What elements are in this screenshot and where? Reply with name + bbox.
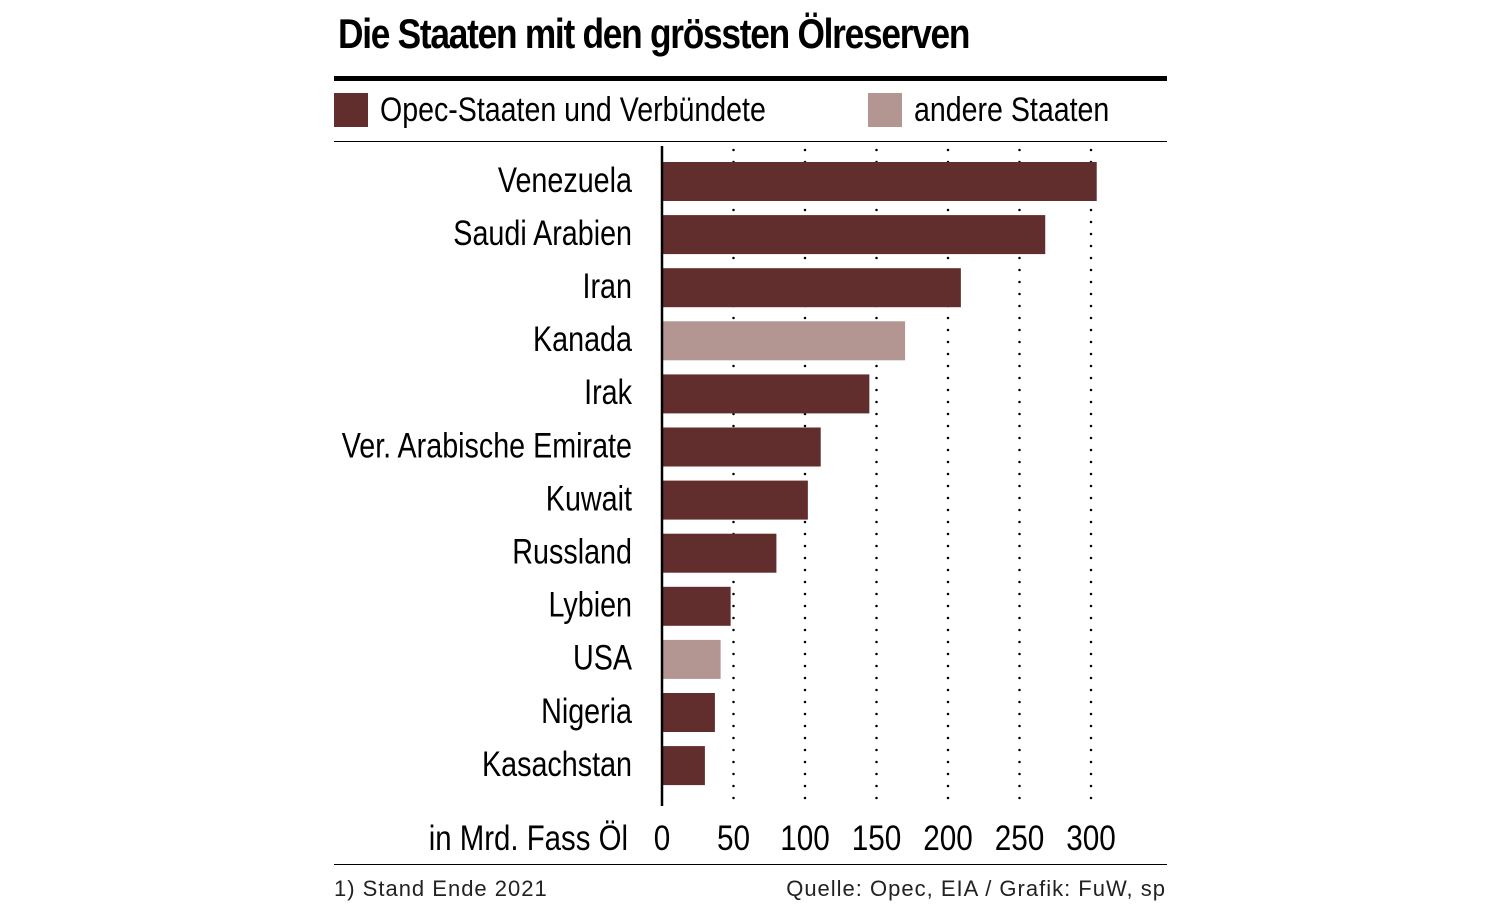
legend-item-other: andere Staaten	[868, 88, 1147, 132]
legend-swatch-other	[868, 93, 902, 127]
bar-kasachstan	[662, 746, 705, 786]
x-tick-label: 250	[995, 819, 1045, 858]
category-label: USA	[573, 639, 633, 678]
legend-label-opec: Opec-Staaten und Verbündete	[380, 90, 766, 129]
footnote: 1) Stand Ende 2021	[334, 876, 548, 901]
chart-title: Die Staaten mit den grössten Ölreserven	[338, 10, 970, 57]
bar-usa	[662, 639, 721, 679]
category-label: Kuwait	[546, 479, 632, 518]
category-label: Iran	[583, 267, 633, 306]
x-tick-label: 0	[654, 819, 671, 858]
legend-item-opec: Opec-Staaten und Verbündete	[334, 88, 839, 132]
bar-lybien	[662, 586, 731, 626]
bar-kuwait	[662, 480, 808, 520]
x-tick-label: 300	[1066, 819, 1116, 858]
category-label: Saudi Arabien	[453, 214, 632, 253]
legend-label-other: andere Staaten	[914, 90, 1110, 129]
bar-kanada	[662, 321, 906, 361]
category-label: Kanada	[533, 320, 632, 359]
category-label: Irak	[584, 373, 632, 412]
bar-russland	[662, 533, 777, 573]
x-tick-label: 100	[780, 819, 830, 858]
bar-iran	[662, 268, 961, 308]
x-tick-label: 150	[852, 819, 902, 858]
bar-irak	[662, 374, 870, 414]
bar-venezuela	[662, 162, 1097, 201]
category-label: Kasachstan	[482, 745, 632, 784]
bar-nigeria	[662, 693, 715, 732]
category-label: Nigeria	[541, 692, 632, 731]
category-label: Venezuela	[498, 161, 633, 200]
x-tick-label: 200	[923, 819, 973, 858]
bar-saudi-arabien	[662, 215, 1046, 255]
category-label: Lybien	[549, 586, 633, 625]
legend-rule	[334, 141, 1167, 142]
category-label: Russland	[512, 532, 632, 571]
source-credit: Quelle: Opec, EIA / Grafik: FuW, sp	[786, 876, 1166, 901]
x-tick-label: 50	[717, 819, 750, 858]
legend-swatch-opec	[334, 93, 368, 127]
bar-ver-arabische-emirate	[662, 427, 821, 467]
x-axis-unit-label: in Mrd. Fass Öl	[429, 819, 628, 858]
title-rule	[334, 76, 1167, 81]
footer-rule	[334, 864, 1167, 865]
category-label: Ver. Arabische Emirate	[342, 426, 632, 465]
